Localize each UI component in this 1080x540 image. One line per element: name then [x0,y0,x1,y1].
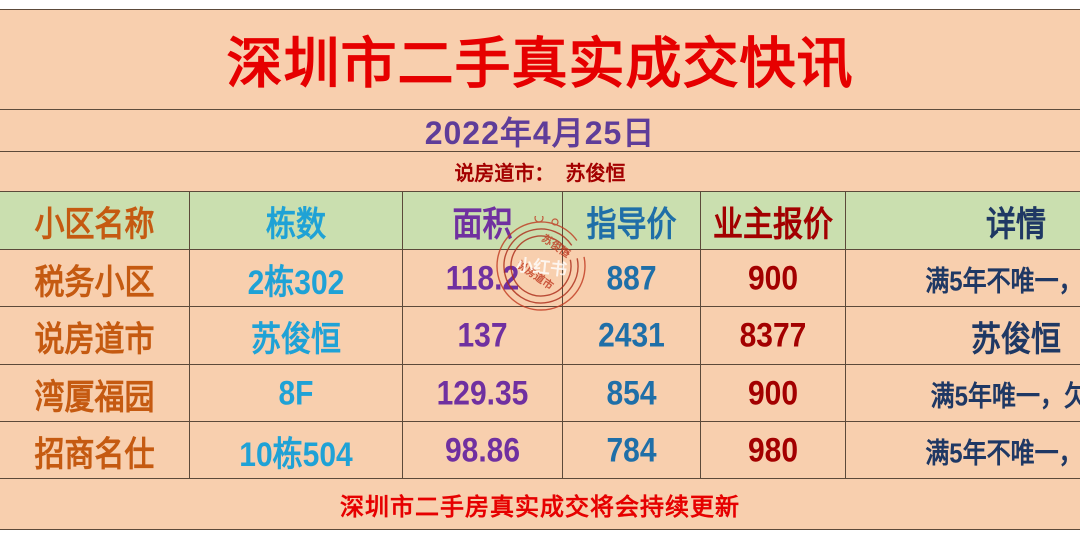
svg-text:小红书: 小红书 [515,254,568,279]
svg-text:苏俊恒: 苏俊恒 [539,232,573,261]
